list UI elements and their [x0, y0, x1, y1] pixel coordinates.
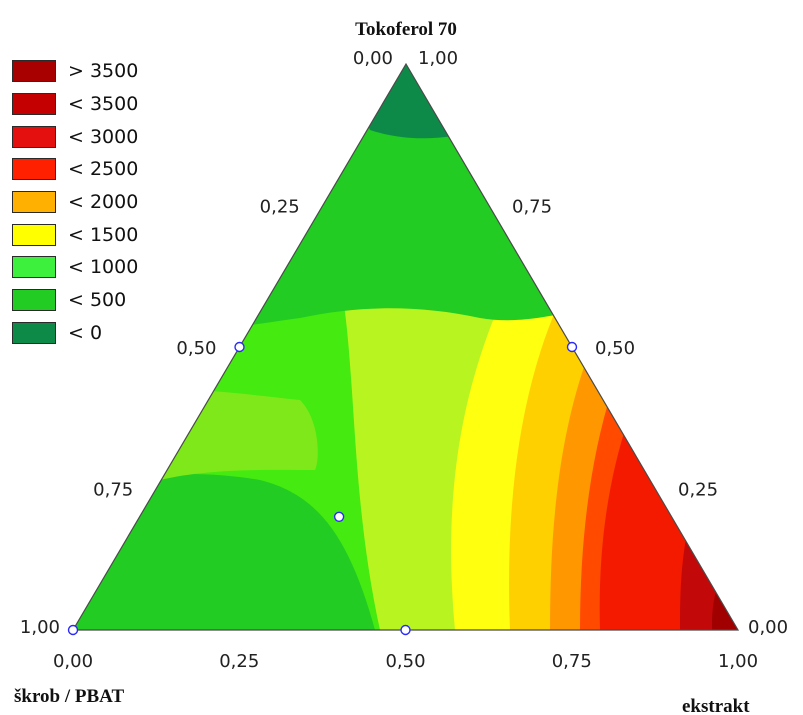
tick-label-left: 0,50	[176, 338, 216, 359]
legend-swatch	[12, 93, 56, 116]
legend-label: < 3500	[68, 93, 139, 116]
design-point-marker	[234, 341, 245, 353]
vertex-label-top: Tokoferol 70	[355, 19, 457, 40]
legend-swatch	[12, 289, 56, 312]
corner-value-bottom-left: 1,00	[20, 617, 60, 638]
design-point-marker	[333, 511, 345, 522]
tick-label-right: 0,75	[512, 197, 552, 218]
legend-item: > 3500	[12, 55, 138, 88]
tick-label-bottom: 1,00	[718, 651, 758, 672]
legend-item: < 1000	[12, 251, 138, 284]
vertex-label-bottom-left: škrob / PBAT	[14, 686, 124, 707]
legend-label: < 0	[68, 321, 103, 344]
legend-swatch	[12, 125, 56, 148]
tick-label-right: 0,50	[595, 338, 635, 359]
legend-swatch	[12, 60, 56, 83]
design-point-marker	[400, 624, 411, 636]
design-point-marker	[67, 624, 79, 636]
tick-label-left: 0,75	[93, 480, 133, 501]
tick-label-right: 0,25	[678, 480, 718, 501]
legend-label: > 3500	[68, 60, 139, 83]
legend-item: < 0	[12, 317, 138, 350]
legend-swatch	[12, 256, 56, 279]
corner-value-top-right: 1,00	[418, 48, 458, 69]
legend-label: < 3000	[68, 125, 139, 148]
legend-label: < 500	[68, 289, 127, 312]
legend: > 3500 < 3500 < 3000 < 2500 < 2000 < 1500 < 10…	[12, 55, 138, 349]
legend-label: < 1500	[68, 223, 139, 246]
design-points	[67, 341, 578, 636]
tick-label-bottom: 0,50	[385, 651, 425, 672]
legend-swatch	[12, 191, 56, 214]
legend-item: < 500	[12, 284, 138, 317]
legend-item: < 2500	[12, 153, 138, 186]
legend-label: < 1000	[68, 256, 139, 279]
corner-value-bottom-right: 0,00	[748, 617, 788, 638]
legend-item: < 3500	[12, 88, 138, 121]
legend-item: < 3000	[12, 120, 138, 153]
legend-label: < 2500	[68, 158, 139, 181]
tick-label-bottom: 0,00	[53, 651, 93, 672]
corner-value-top-left: 0,00	[353, 48, 393, 69]
legend-swatch	[12, 223, 56, 246]
tick-label-bottom: 0,25	[219, 651, 259, 672]
legend-label: < 2000	[68, 191, 139, 214]
legend-swatch	[12, 321, 56, 344]
tick-label-bottom: 0,75	[552, 651, 592, 672]
tick-labels: 0,25 0,50 0,75 0,75 0,50 0,25 0,00 0,25 0,50 0,75…	[53, 197, 758, 673]
design-point-marker	[566, 341, 578, 353]
legend-item: < 2000	[12, 186, 138, 219]
contour-fill	[73, 64, 738, 630]
legend-swatch	[12, 158, 56, 181]
legend-item: < 1500	[12, 218, 138, 251]
vertex-label-bottom-right: ekstrakt	[682, 696, 750, 715]
tick-label-left: 0,25	[260, 197, 300, 218]
